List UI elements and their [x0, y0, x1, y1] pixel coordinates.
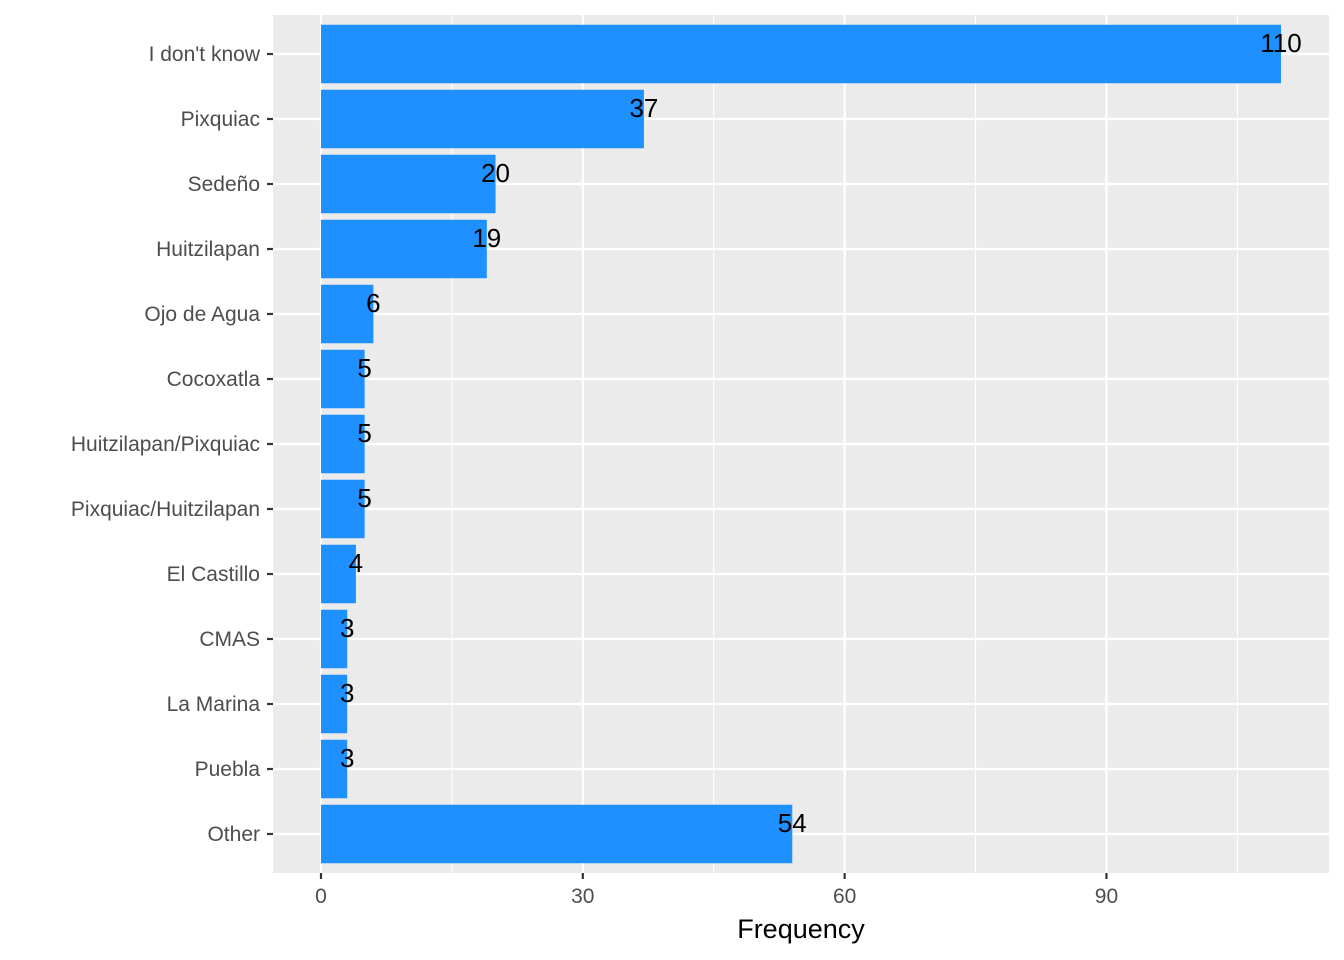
x-tick-label: 60 — [833, 885, 856, 908]
data-label: 3 — [340, 613, 354, 643]
data-label: 5 — [357, 418, 371, 448]
bar — [321, 804, 793, 864]
data-label: 37 — [629, 93, 658, 123]
data-label: 110 — [1260, 28, 1301, 58]
y-tick-label: I don't know — [149, 43, 261, 66]
data-label: 3 — [340, 678, 354, 708]
bar — [321, 284, 374, 344]
bar — [321, 544, 356, 604]
x-tick-label: 30 — [571, 885, 594, 908]
bar — [321, 739, 348, 799]
data-label: 6 — [366, 288, 380, 318]
y-tick-label: Puebla — [195, 758, 261, 781]
y-tick-label: Other — [207, 823, 260, 846]
data-label: 20 — [481, 158, 510, 188]
bar — [321, 414, 365, 474]
bar — [321, 24, 1281, 84]
data-label: 19 — [472, 223, 501, 253]
data-label: 3 — [340, 743, 354, 773]
bar — [321, 89, 644, 149]
y-tick-label: El Castillo — [167, 563, 260, 586]
y-tick-label: CMAS — [199, 628, 260, 651]
y-tick-label: Cocoxatla — [167, 368, 261, 391]
y-tick-label: Pixquiac/Huitzilapan — [71, 498, 260, 521]
x-axis: 0 30 60 90 — [315, 873, 1118, 908]
bar — [321, 674, 348, 734]
data-label: 5 — [357, 353, 371, 383]
y-tick-label: Pixquiac — [181, 108, 260, 131]
bar — [321, 479, 365, 539]
data-label: 4 — [349, 548, 363, 578]
bars — [321, 24, 1281, 864]
y-tick-label: La Marina — [167, 693, 261, 716]
bar — [321, 154, 496, 214]
bar — [321, 609, 348, 669]
data-label: 54 — [778, 808, 807, 838]
bar — [321, 219, 487, 279]
x-axis-title: Frequency — [737, 914, 865, 944]
x-tick-label: 0 — [315, 885, 327, 908]
x-tick-label: 90 — [1095, 885, 1118, 908]
y-tick-label: Ojo de Agua — [144, 303, 260, 326]
y-tick-label: Huitzilapan — [156, 238, 260, 261]
data-label: 5 — [357, 483, 371, 513]
y-tick-label: Sedeño — [188, 173, 260, 196]
y-axis: I don't know Pixquiac Sedeño Huitzilapan Ojo… — [71, 43, 273, 846]
y-tick-label: Huitzilapan/Pixquiac — [71, 433, 260, 456]
bar — [321, 349, 365, 409]
